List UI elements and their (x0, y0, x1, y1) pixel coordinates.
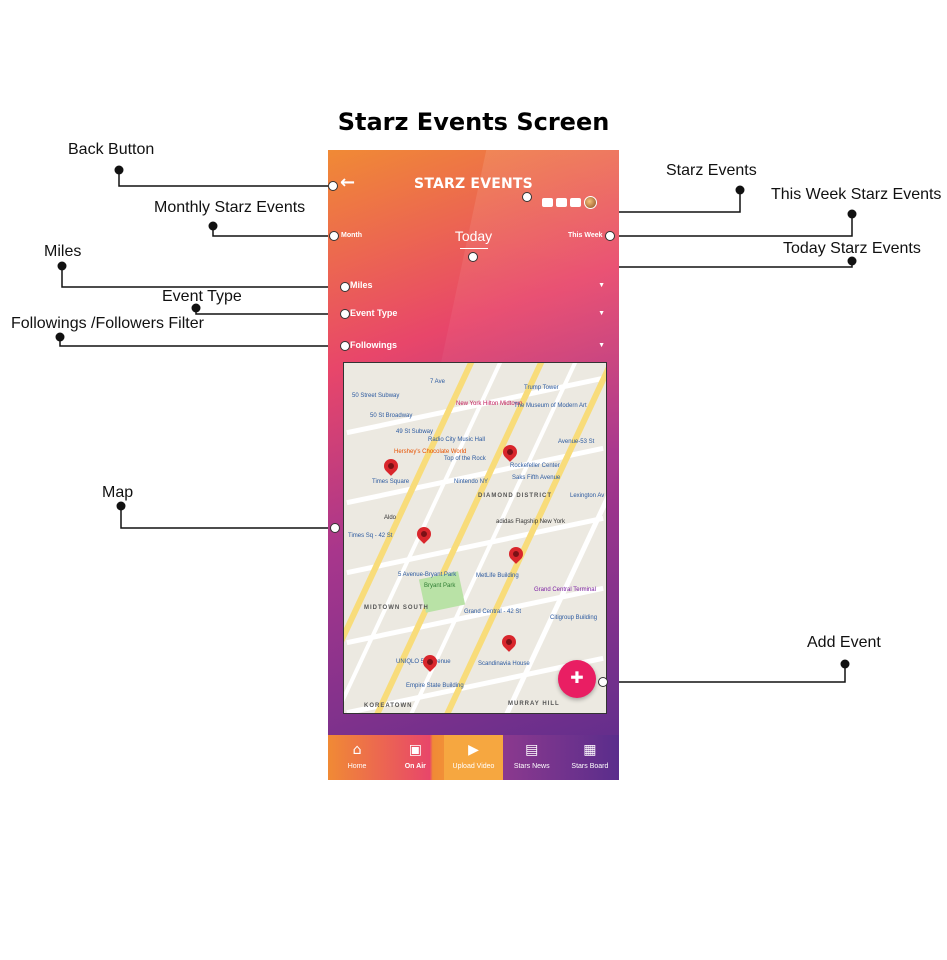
map-label: Aldo (384, 515, 397, 521)
tab-this-week[interactable]: This Week (568, 232, 603, 239)
header-icons (542, 196, 597, 209)
map-label: 50 St Broadway (370, 413, 413, 419)
annotation-starz-events: Starz Events (666, 162, 757, 179)
annotation-followings-filter: Followings /Followers Filter (11, 315, 204, 332)
tab-month[interactable]: Month (341, 232, 362, 239)
tab-label: Stars Board (571, 763, 609, 770)
map-label: KOREATOWN (364, 703, 413, 709)
map-label: MetLife Building (476, 573, 519, 579)
filter-icon[interactable] (542, 198, 553, 207)
bottom-tab-bar: ⌂ Home ▣ On Air ▶ Upload Video ▤ Stars N… (328, 735, 619, 780)
annotation-miles: Miles (44, 243, 82, 260)
annotation-today: Today Starz Events (783, 240, 921, 257)
map-label: 49 St Subway (396, 429, 434, 435)
events-map[interactable]: 7 Ave Trump Tower 50 Street Subway New Y… (343, 362, 607, 714)
event-type-label: Event Type (350, 308, 398, 318)
map-label: Saks Fifth Avenue (512, 475, 561, 481)
map-label: Nintendo NY (454, 479, 489, 485)
avatar[interactable] (584, 196, 597, 209)
map-label: The Museum of Modern Art (514, 403, 587, 409)
map-label: adidas Flagship New York (496, 519, 566, 525)
map-label: 7 Ave (430, 379, 445, 385)
calendar-add-icon: ✚ (570, 670, 584, 687)
map-label: 50 Street Subway (352, 393, 400, 399)
chevron-down-icon: ▼ (598, 310, 605, 317)
annotation-add-event: Add Event (807, 634, 881, 651)
map-label: Avenue-53 St (558, 439, 595, 445)
tab-upload-video[interactable]: ▶ Upload Video (444, 735, 503, 780)
miles-dropdown[interactable]: Miles ▼ (350, 280, 605, 296)
tab-stars-board[interactable]: ▦ Stars Board (561, 735, 619, 780)
map-label: Bryant Park (424, 583, 456, 589)
chevron-down-icon: ▼ (598, 342, 605, 349)
map-label: Empire State Building (406, 683, 464, 689)
annotation-event-type: Event Type (162, 288, 242, 305)
followings-label: Followings (350, 340, 397, 350)
arrow-left-icon[interactable]: ← (340, 172, 356, 193)
map-label: Radio City Music Hall (428, 437, 486, 443)
map-label: Trump Tower (524, 385, 559, 391)
map-label: Times Sq - 42 St (348, 533, 393, 539)
annotation-map: Map (102, 484, 134, 501)
tv-icon: ▣ (408, 742, 422, 758)
tab-stars-news[interactable]: ▤ Stars News (503, 735, 561, 780)
add-event-button[interactable]: ✚ (558, 660, 596, 698)
event-type-dropdown[interactable]: Event Type ▼ (350, 308, 605, 324)
tab-home[interactable]: ⌂ Home (328, 735, 386, 780)
tab-label: On Air (404, 763, 426, 770)
map-label: Grand Central - 42 St (464, 609, 522, 615)
tab-label: Upload Video (452, 763, 495, 770)
map-label: Top of the Rock (444, 456, 486, 462)
video-camera-icon: ▶ (468, 742, 479, 758)
calendar-icon: ▦ (583, 742, 597, 758)
map-label: MURRAY HILL (508, 701, 560, 707)
today-underline (460, 248, 488, 249)
page-title: Starz Events Screen (337, 108, 610, 136)
map-label: Grand Central Terminal (534, 587, 596, 593)
phone-screen: ← STARZ EVENTS Month Today This Week Mil… (328, 150, 619, 780)
annotation-monthly: Monthly Starz Events (154, 199, 306, 216)
map-label: Scandinavia House (478, 661, 530, 667)
tab-today[interactable]: Today (454, 228, 493, 244)
map-label: Times Square (372, 479, 410, 485)
map-label: Hershey's Chocolate World (394, 449, 467, 455)
annotation-back-button: Back Button (68, 141, 155, 158)
map-label: 5 Avenue-Bryant Park (398, 572, 457, 578)
map-label: MIDTOWN SOUTH (364, 605, 429, 611)
map-label: New York Hilton Midtown (456, 401, 523, 407)
news-icon: ▤ (525, 742, 539, 758)
bell-icon[interactable] (570, 198, 581, 207)
chevron-down-icon: ▼ (598, 282, 605, 289)
followings-dropdown[interactable]: Followings ▼ (350, 340, 605, 356)
miles-label: Miles (350, 280, 373, 290)
event-pin[interactable] (381, 456, 401, 476)
map-label: Rockefeller Center (510, 463, 560, 469)
app-title: STARZ EVENTS (414, 176, 533, 192)
map-label: DIAMOND DISTRICT (478, 493, 552, 499)
chat-icon[interactable] (556, 198, 567, 207)
event-pin[interactable] (499, 632, 519, 652)
annotation-this-week: This Week Starz Events (771, 186, 942, 203)
home-icon: ⌂ (352, 742, 362, 758)
map-label: Lexington Av (570, 493, 605, 499)
tab-on-air[interactable]: ▣ On Air (386, 735, 444, 780)
map-label: Citigroup Building (550, 615, 598, 621)
tab-label: Stars News (513, 763, 550, 770)
tab-label: Home (347, 763, 367, 770)
